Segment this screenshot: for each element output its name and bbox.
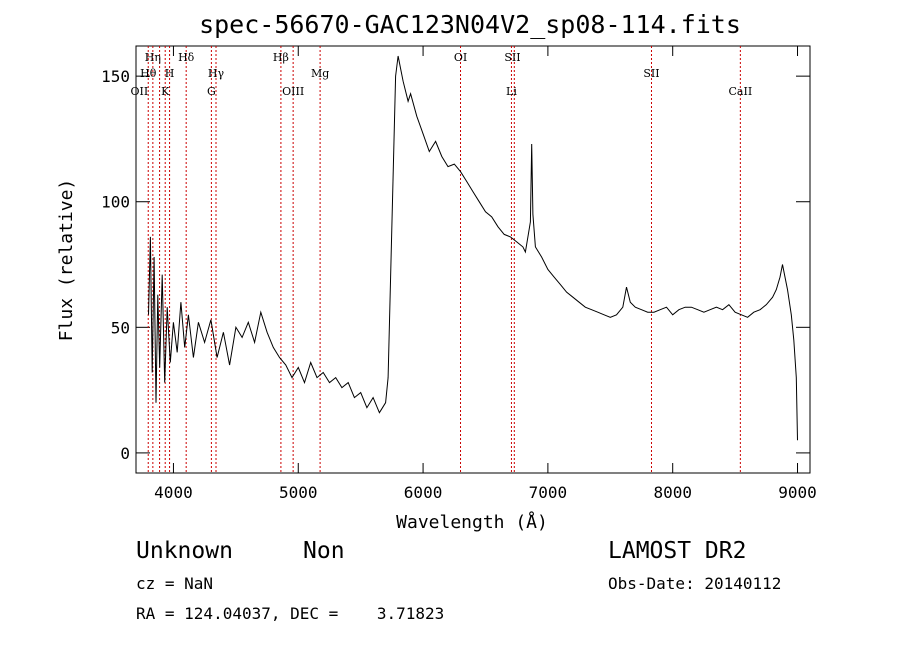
spectral-line-labels: Hη Hδ Hβ OI SII Hθ H Hγ Mg SII OII K G OIII Li CaII xyxy=(131,51,753,98)
y-tick-label: 50 xyxy=(111,318,130,337)
axis-ticks: 4000 5000 6000 7000 8000 9000 0 50 100 150 xyxy=(101,46,817,502)
y-tick-label: 100 xyxy=(101,193,130,212)
ra-dec: RA = 124.04037, DEC = 3.71823 xyxy=(136,604,445,623)
spectral-line-label: OII xyxy=(131,85,149,98)
plot-frame xyxy=(135,45,811,474)
spectral-line-label: CaII xyxy=(729,85,753,98)
x-tick-label: 4000 xyxy=(154,483,193,502)
x-tick-label: 7000 xyxy=(529,483,568,502)
spectral-line-label: Hθ xyxy=(140,67,157,80)
y-tick-label: 0 xyxy=(120,444,130,463)
spectral-line-label: SII xyxy=(643,67,659,80)
spectral-line-label: H xyxy=(165,67,175,80)
spectral-line-label: OI xyxy=(454,51,467,64)
object-subclass: Non xyxy=(303,538,345,564)
obs-date: Obs-Date: 20140112 xyxy=(608,574,782,593)
flux-series-line xyxy=(148,55,798,441)
spectral-line-label: SII xyxy=(504,51,520,64)
x-tick-label: 6000 xyxy=(404,483,443,502)
cz-value: cz = NaN xyxy=(136,574,214,593)
spectral-line-label: G xyxy=(207,85,216,98)
spectral-line-label: Hβ xyxy=(273,51,289,64)
spectral-line-label: Hγ xyxy=(208,67,225,80)
survey-name: LAMOST DR2 xyxy=(608,538,747,564)
spectral-line-label: OIII xyxy=(282,85,304,98)
y-tick-label: 150 xyxy=(101,67,130,86)
x-tick-label: 5000 xyxy=(279,483,318,502)
spectral-line-markers xyxy=(147,46,741,473)
x-tick-label: 8000 xyxy=(653,483,692,502)
y-axis-label: Flux (relative) xyxy=(56,179,77,342)
spectral-line-label: Mg xyxy=(311,67,329,80)
spectral-line-label: Hδ xyxy=(178,51,195,64)
x-tick-label: 9000 xyxy=(778,483,817,502)
spectral-line-label: Li xyxy=(506,85,517,98)
chart-title: spec-56670-GAC123N04V2_sp08-114.fits xyxy=(199,10,741,39)
x-axis-label: Wavelength (Å) xyxy=(396,511,548,533)
spectral-line-label: Hη xyxy=(145,51,161,64)
object-class: Unknown xyxy=(136,538,233,564)
spectral-line-label: K xyxy=(161,85,170,98)
